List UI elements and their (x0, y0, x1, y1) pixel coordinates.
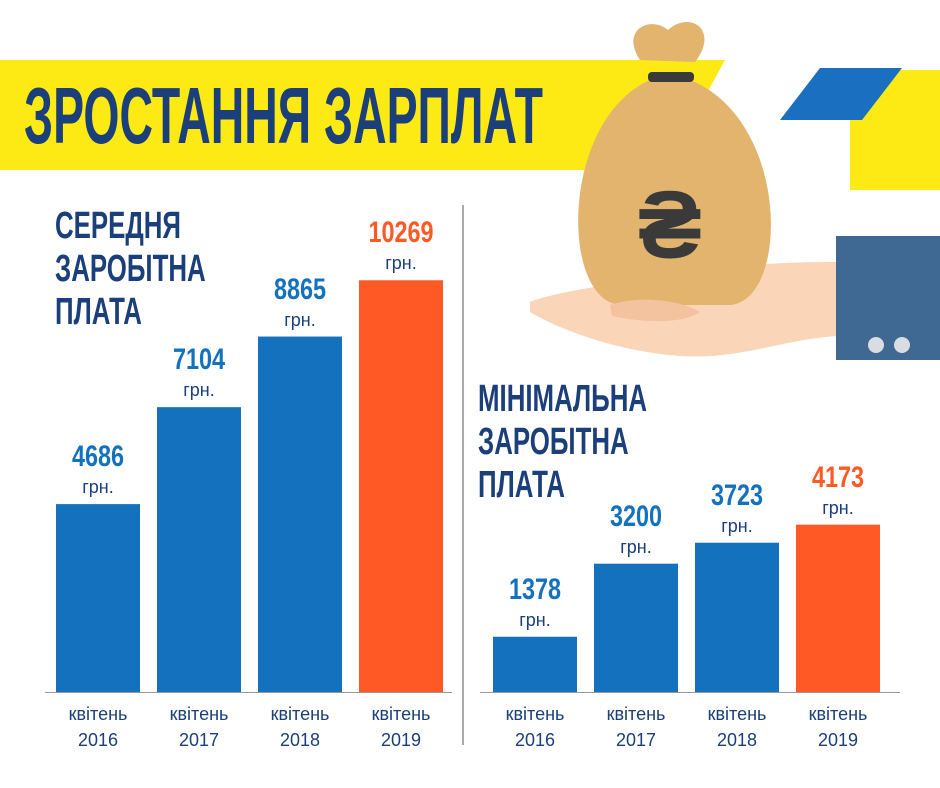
currency-icon: ₴ (638, 171, 702, 278)
bar (796, 524, 880, 692)
thumb (610, 299, 700, 322)
bar (359, 280, 443, 692)
main-title: ЗРОСТАННЯ ЗАРПЛАТ (24, 71, 544, 160)
bar (157, 407, 241, 692)
x-tick-label: квітень 2017 (169, 704, 229, 750)
unit-label: грн. (284, 309, 316, 330)
bag-top (633, 21, 705, 62)
bar (56, 504, 140, 692)
x-tick-label: квітень 2016 (505, 704, 565, 750)
unit-label: грн. (721, 515, 753, 536)
bar (594, 563, 678, 692)
value-label: 4173 (811, 460, 865, 494)
bar (258, 336, 342, 692)
value-label: 1378 (508, 572, 562, 606)
x-tick-label: квітень 2018 (707, 704, 767, 750)
button (868, 337, 884, 353)
value-label: 3723 (710, 478, 764, 512)
money-bag (578, 80, 771, 305)
x-tick-label: квітень 2016 (68, 704, 128, 750)
value-label: 3200 (609, 499, 663, 533)
unit-label: грн. (620, 536, 652, 557)
x-tick-label: квітень 2019 (808, 704, 868, 750)
x-tick-label: квітень 2017 (606, 704, 666, 750)
unit-label: грн. (519, 609, 551, 630)
decor-blue (780, 68, 902, 120)
value-label: 10269 (368, 216, 434, 250)
bar (695, 542, 779, 692)
sleeve (836, 236, 940, 360)
value-label: 7104 (172, 343, 226, 377)
button (894, 337, 910, 353)
bar (493, 636, 577, 692)
unit-label: грн. (822, 497, 854, 518)
x-tick-label: квітень 2018 (270, 704, 330, 750)
chart-title: СЕРЕДНЯ ЗАРОБІТНА ПЛАТА (55, 205, 206, 333)
bag-string (648, 72, 694, 82)
unit-label: грн. (385, 253, 417, 274)
value-label: 4686 (71, 440, 125, 474)
x-tick-label: квітень 2019 (371, 704, 431, 750)
chart-title: МІНІМАЛЬНА ЗАРОБІТНА ПЛАТА (478, 378, 648, 506)
title-band (0, 60, 725, 170)
unit-label: грн. (183, 380, 215, 401)
unit-label: грн. (82, 477, 114, 498)
value-label: 8865 (273, 272, 327, 306)
